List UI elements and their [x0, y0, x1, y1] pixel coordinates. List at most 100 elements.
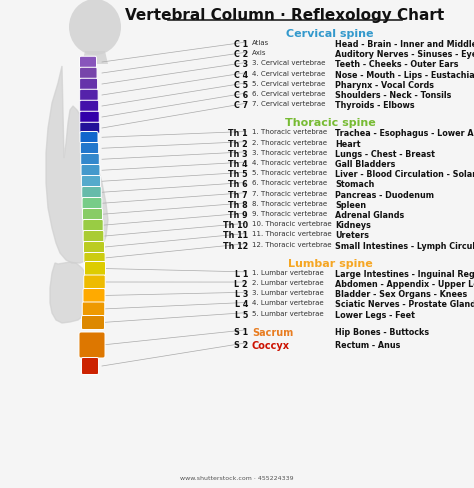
Text: L 5: L 5 — [235, 310, 248, 319]
Text: C 7: C 7 — [234, 101, 248, 110]
Text: Large Intestines - Inguinal Region: Large Intestines - Inguinal Region — [335, 269, 474, 278]
Text: C 1: C 1 — [234, 40, 248, 49]
Text: Teeth - Cheeks - Outer Ears: Teeth - Cheeks - Outer Ears — [335, 61, 458, 69]
Text: 6. Thoracic vertebrae: 6. Thoracic vertebrae — [252, 180, 327, 186]
Text: 4. Cervical vertebrae: 4. Cervical vertebrae — [252, 70, 325, 77]
FancyBboxPatch shape — [80, 123, 100, 135]
Text: Th 11: Th 11 — [223, 231, 248, 240]
Text: Rectum - Anus: Rectum - Anus — [335, 340, 401, 349]
FancyBboxPatch shape — [82, 176, 100, 187]
Text: 5. Cervical vertebrae: 5. Cervical vertebrae — [252, 81, 325, 87]
Text: Coccyx: Coccyx — [252, 340, 290, 350]
Text: Th 7: Th 7 — [228, 190, 248, 199]
Text: Th 5: Th 5 — [228, 170, 248, 179]
Text: Spleen: Spleen — [335, 201, 366, 209]
Ellipse shape — [69, 0, 121, 56]
FancyBboxPatch shape — [82, 303, 105, 316]
Text: L 2: L 2 — [235, 280, 248, 288]
Text: Heart: Heart — [335, 139, 361, 148]
Text: Lower Legs - Feet: Lower Legs - Feet — [335, 310, 415, 319]
Text: Th 6: Th 6 — [228, 180, 248, 189]
Text: Head - Brain - Inner and Middle Ears: Head - Brain - Inner and Middle Ears — [335, 40, 474, 49]
FancyBboxPatch shape — [84, 275, 105, 289]
Text: www.shutterstock.com · 455224339: www.shutterstock.com · 455224339 — [180, 475, 294, 480]
Text: Hip Bones - Buttocks: Hip Bones - Buttocks — [335, 327, 429, 336]
Text: Th 9: Th 9 — [228, 210, 248, 220]
Text: 11. Thoracic vertebrae: 11. Thoracic vertebrae — [252, 231, 332, 237]
Text: 7. Thoracic vertebrae: 7. Thoracic vertebrae — [252, 190, 327, 196]
Text: C 3: C 3 — [234, 61, 248, 69]
FancyBboxPatch shape — [83, 242, 104, 253]
Text: 3. Cervical vertebrae: 3. Cervical vertebrae — [252, 61, 325, 66]
Text: C 6: C 6 — [234, 91, 248, 100]
FancyBboxPatch shape — [79, 332, 105, 358]
Polygon shape — [46, 67, 108, 264]
FancyBboxPatch shape — [82, 316, 104, 330]
Text: Lumbar spine: Lumbar spine — [288, 258, 373, 268]
Text: Stomach: Stomach — [335, 180, 374, 189]
Text: Adrenal Glands: Adrenal Glands — [335, 210, 404, 220]
Text: Th 4: Th 4 — [228, 160, 248, 169]
Text: 2. Lumbar vertebrae: 2. Lumbar vertebrae — [252, 280, 324, 285]
Text: L 1: L 1 — [235, 269, 248, 278]
FancyBboxPatch shape — [80, 57, 97, 69]
Text: 3. Thoracic vertebrae: 3. Thoracic vertebrae — [252, 149, 327, 156]
Text: Th 1: Th 1 — [228, 129, 248, 138]
Text: Small Intestines - Lymph Circulation: Small Intestines - Lymph Circulation — [335, 241, 474, 250]
FancyBboxPatch shape — [83, 289, 105, 303]
Text: L 3: L 3 — [235, 289, 248, 299]
Text: L 4: L 4 — [235, 300, 248, 309]
Text: 7. Cervical vertebrae: 7. Cervical vertebrae — [252, 101, 325, 107]
Text: 8. Thoracic vertebrae: 8. Thoracic vertebrae — [252, 201, 327, 206]
Text: C 2: C 2 — [234, 50, 248, 59]
Text: Atlas: Atlas — [252, 40, 269, 46]
FancyBboxPatch shape — [81, 143, 99, 155]
Text: S 2: S 2 — [234, 340, 248, 349]
FancyBboxPatch shape — [80, 101, 99, 113]
Text: Gall Bladders: Gall Bladders — [335, 160, 395, 169]
Text: Th 3: Th 3 — [228, 149, 248, 159]
Text: Liver - Blood Circulation - Solar Plexus: Liver - Blood Circulation - Solar Plexus — [335, 170, 474, 179]
Text: Sciatic Nerves - Prostate Gland: Sciatic Nerves - Prostate Gland — [335, 300, 474, 309]
Text: Th 12: Th 12 — [223, 241, 248, 250]
Text: Thyroids - Elbows: Thyroids - Elbows — [335, 101, 415, 110]
FancyBboxPatch shape — [80, 90, 98, 102]
Polygon shape — [82, 52, 108, 65]
FancyBboxPatch shape — [80, 68, 97, 80]
Text: 10. Thoracic vertebrae: 10. Thoracic vertebrae — [252, 221, 332, 227]
Text: 12. Thoracic vertebrae: 12. Thoracic vertebrae — [252, 241, 331, 247]
Text: Kidneys: Kidneys — [335, 221, 371, 230]
FancyBboxPatch shape — [82, 358, 99, 375]
FancyBboxPatch shape — [83, 231, 104, 243]
Text: Vertebral Column · Reflexology Chart: Vertebral Column · Reflexology Chart — [126, 8, 445, 23]
Text: Shoulders - Neck - Tonsils: Shoulders - Neck - Tonsils — [335, 91, 451, 100]
Text: Lungs - Chest - Breast: Lungs - Chest - Breast — [335, 149, 435, 159]
Text: C 4: C 4 — [234, 70, 248, 80]
Text: S 1: S 1 — [234, 327, 248, 336]
Text: Pharynx - Vocal Cords: Pharynx - Vocal Cords — [335, 81, 434, 90]
Text: 1. Lumbar vertebrae: 1. Lumbar vertebrae — [252, 269, 324, 275]
FancyBboxPatch shape — [84, 253, 105, 264]
FancyBboxPatch shape — [82, 198, 102, 209]
Polygon shape — [50, 263, 90, 324]
FancyBboxPatch shape — [84, 262, 106, 276]
Text: Th 8: Th 8 — [228, 201, 248, 209]
Text: 4. Lumbar vertebrae: 4. Lumbar vertebrae — [252, 300, 324, 306]
Text: 1. Thoracic vertebrae: 1. Thoracic vertebrae — [252, 129, 327, 135]
FancyBboxPatch shape — [83, 220, 103, 231]
Text: 5. Thoracic vertebrae: 5. Thoracic vertebrae — [252, 170, 327, 176]
FancyBboxPatch shape — [80, 112, 99, 123]
FancyBboxPatch shape — [82, 209, 102, 221]
Text: Auditory Nerves - Sinuses - Eyes - Tongue: Auditory Nerves - Sinuses - Eyes - Tongu… — [335, 50, 474, 59]
Text: C 5: C 5 — [234, 81, 248, 90]
Text: Abdomen - Appendix - Upper Legs: Abdomen - Appendix - Upper Legs — [335, 280, 474, 288]
Text: Bladder - Sex Organs - Knees: Bladder - Sex Organs - Knees — [335, 289, 467, 299]
FancyBboxPatch shape — [81, 165, 100, 177]
Text: 2. Thoracic vertebrae: 2. Thoracic vertebrae — [252, 139, 327, 145]
FancyBboxPatch shape — [82, 187, 101, 199]
Text: Nose - Mouth - Lips - Eustachian Tubes: Nose - Mouth - Lips - Eustachian Tubes — [335, 70, 474, 80]
FancyBboxPatch shape — [81, 154, 99, 165]
FancyBboxPatch shape — [80, 132, 98, 143]
Text: Thoracic spine: Thoracic spine — [284, 118, 375, 128]
Text: Sacrum: Sacrum — [252, 327, 293, 337]
